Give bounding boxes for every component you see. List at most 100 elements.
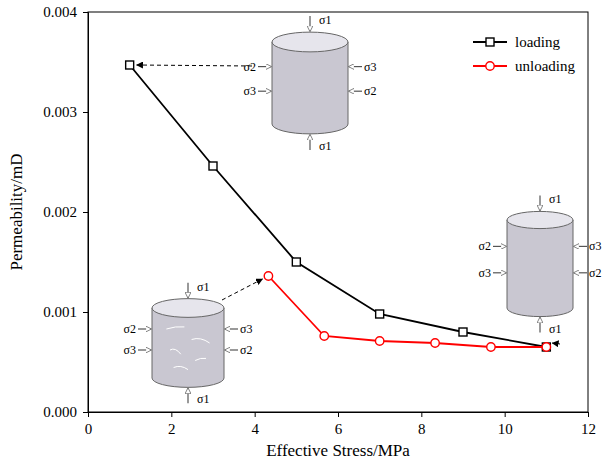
x-tick-label: 4 — [251, 421, 259, 437]
stress-arrow — [225, 328, 238, 329]
specimen-body — [507, 220, 573, 317]
x-tick-label: 8 — [418, 421, 426, 437]
plot-area — [126, 61, 551, 351]
y-tick: 0.000 — [43, 404, 88, 420]
x-tick-mark — [505, 412, 506, 417]
stress-label: σ2 — [479, 239, 491, 253]
data-point — [209, 162, 217, 170]
specimen-top — [507, 211, 573, 228]
data-point — [487, 343, 495, 351]
data-point — [264, 272, 272, 280]
y-tick-label: 0.004 — [43, 4, 77, 20]
data-point — [542, 343, 550, 351]
y-axis: 0.0000.0010.0020.0030.004 — [43, 4, 88, 420]
leader-arrow — [137, 65, 252, 66]
stress-label: σ2 — [240, 343, 252, 357]
y-tick: 0.003 — [43, 104, 88, 120]
stress-arrow — [493, 246, 506, 247]
stress-arrow — [258, 66, 271, 67]
leader-arrow — [222, 279, 262, 300]
series-line — [130, 65, 547, 347]
y-tick-label: 0.000 — [43, 404, 77, 420]
stress-arrow — [574, 246, 587, 247]
crack — [170, 349, 181, 354]
crack — [174, 366, 188, 369]
stress-label: σ3 — [479, 266, 491, 280]
stress-label: σ2 — [364, 84, 376, 98]
x-axis-title: Effective Stress/MPa — [266, 441, 410, 460]
specimen-body — [272, 42, 348, 134]
data-point — [376, 310, 384, 318]
specimen: σ1σ1σ2σ3σ3σ2 — [244, 13, 377, 153]
stress-label: σ3 — [589, 239, 601, 253]
x-tick: 0 — [85, 412, 93, 437]
x-axis: 0 2 4 6 8 10 12 — [85, 412, 596, 437]
data-point — [542, 343, 550, 351]
stress-label: σ1 — [197, 392, 209, 406]
legend: loadingunloading — [473, 34, 575, 74]
stress-label: σ2 — [589, 266, 601, 280]
legend-marker — [486, 62, 494, 70]
stress-label: σ3 — [244, 84, 256, 98]
crack — [166, 327, 184, 329]
x-tick-label: 6 — [335, 421, 343, 437]
y-tick-label: 0.002 — [43, 204, 77, 220]
y-tick-mark — [83, 412, 88, 413]
stress-arrow — [258, 91, 271, 92]
y-tick-mark — [83, 12, 88, 13]
stress-arrow — [138, 349, 151, 350]
x-tick: 12 — [581, 412, 596, 437]
stress-arrow — [493, 272, 506, 273]
y-axis-title: Permeability/mD — [7, 153, 26, 270]
chart: 0246810120.0000.0010.0020.0030.004Effect… — [0, 0, 609, 470]
x-tick-mark — [338, 412, 339, 417]
y-tick-label: 0.003 — [43, 104, 77, 120]
data-point — [375, 337, 383, 345]
stress-arrow — [138, 328, 151, 329]
stress-label: σ3 — [124, 343, 136, 357]
x-axis-line — [89, 413, 589, 418]
stress-label: σ3 — [240, 322, 252, 336]
x-tick-mark — [588, 412, 589, 417]
x-tick-label: 0 — [85, 421, 93, 437]
specimen: σ1 σ1 σ2 σ3 σ3 σ2 — [479, 192, 602, 335]
data-point — [431, 339, 439, 347]
specimen-top — [272, 32, 348, 52]
data-point — [126, 61, 134, 69]
specimen-top — [152, 299, 224, 318]
x-tick: 10 — [498, 412, 513, 437]
stress-label: σ1 — [319, 139, 331, 153]
series-line — [268, 276, 546, 347]
x-tick: 2 — [168, 412, 176, 437]
y-tick-mark — [83, 112, 88, 113]
stress-label: σ1 — [319, 13, 331, 27]
stress-arrow — [309, 16, 310, 31]
crack — [192, 339, 210, 343]
legend-marker — [486, 38, 494, 46]
stress-arrow — [187, 388, 188, 403]
x-tick-mark — [171, 412, 172, 417]
specimen: σ1 σ1 σ2 σ3 σ3 σ2 — [124, 280, 253, 407]
stress-arrow — [349, 66, 362, 67]
x-tick: 8 — [418, 412, 426, 437]
legend-label: loading — [515, 34, 560, 50]
stress-label: σ1 — [197, 280, 209, 294]
stress-label: σ1 — [549, 192, 561, 206]
stress-arrow — [539, 195, 540, 210]
stress-label: σ1 — [549, 322, 561, 336]
x-tick: 4 — [251, 412, 259, 437]
leader-arrow — [552, 343, 560, 344]
data-point — [292, 258, 300, 266]
x-tick: 6 — [335, 412, 343, 437]
stress-arrow — [187, 283, 188, 298]
plot-frame — [88, 12, 588, 412]
stress-arrow — [309, 135, 310, 150]
y-tick: 0.002 — [43, 204, 88, 220]
stress-label: σ2 — [124, 322, 136, 336]
y-tick-mark — [83, 312, 88, 313]
specimen-body — [152, 308, 224, 387]
y-tick-mark — [83, 212, 88, 213]
crack — [195, 358, 206, 360]
stress-label: σ3 — [364, 60, 376, 74]
data-point — [320, 332, 328, 340]
